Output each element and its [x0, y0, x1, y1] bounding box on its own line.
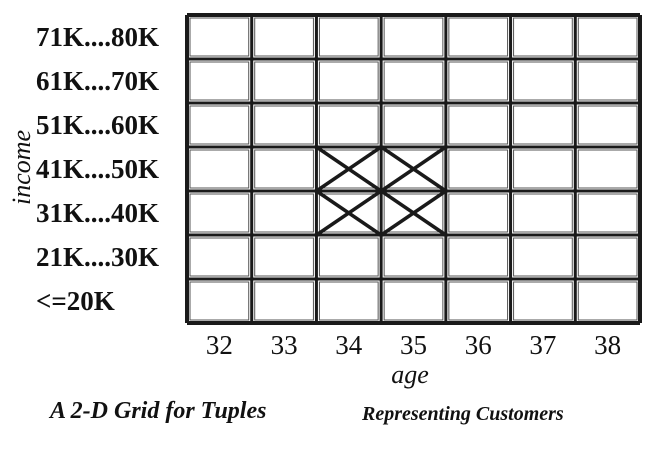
- marked-cell-cross: [380, 189, 447, 237]
- grid-cell: [383, 237, 444, 277]
- age-label: 37: [529, 330, 557, 360]
- income-range-label: 21K....30K: [36, 242, 160, 272]
- age-label: 38: [594, 330, 622, 360]
- marked-cell-cross: [315, 189, 383, 237]
- grid-cell: [448, 105, 509, 145]
- grid-cell: [189, 281, 250, 321]
- grid-cell: [189, 237, 250, 277]
- grid-cell: [577, 149, 638, 189]
- income-range-label: 31K....40K: [36, 198, 160, 228]
- income-range-label: <=20K: [36, 286, 115, 316]
- grid-cell: [318, 61, 379, 101]
- age-label: 32: [205, 330, 233, 360]
- age-label: 35: [400, 330, 427, 360]
- grid-cell: [254, 61, 314, 101]
- grid-cell: [189, 149, 250, 189]
- x-axis-label: age: [391, 360, 429, 389]
- grid-cell: [318, 105, 379, 145]
- grid-cell: [254, 237, 314, 277]
- grid-cell: [577, 237, 638, 277]
- age-label: 34: [335, 330, 363, 360]
- grid-cell: [318, 281, 379, 321]
- grid-cell: [577, 193, 638, 233]
- grid-cell: [577, 281, 638, 321]
- caption-title: A 2-D Grid for Tuples: [50, 398, 267, 424]
- grid-cell: [254, 281, 314, 321]
- grid-cell: [254, 193, 314, 233]
- grid-cell: [318, 17, 379, 57]
- grid-cell: [513, 17, 573, 57]
- grid-cell: [513, 193, 573, 233]
- grid-cell: [189, 105, 250, 145]
- grid-cell: [448, 193, 509, 233]
- grid-cell: [383, 17, 444, 57]
- grid-cell: [577, 105, 638, 145]
- grid-cell: [577, 61, 638, 101]
- grid-cell: [513, 149, 573, 189]
- y-axis-label: income: [7, 129, 36, 205]
- grid-cell: [448, 61, 509, 101]
- grid-cell: [448, 17, 509, 57]
- grid-cell: [383, 61, 444, 101]
- income-range-label: 61K....70K: [36, 66, 160, 96]
- age-label: 33: [270, 330, 298, 360]
- grid-cell: [513, 237, 573, 277]
- grid-cell: [318, 237, 379, 277]
- income-range-label: 51K....60K: [36, 110, 160, 140]
- grid-cell: [577, 17, 638, 57]
- marked-cell-cross: [380, 145, 447, 193]
- grid-cell: [383, 281, 444, 321]
- grid-cell: [448, 149, 509, 189]
- grid-cell: [513, 61, 573, 101]
- grid-cell: [189, 17, 250, 57]
- grid-cell: [448, 237, 509, 277]
- age-label: 36: [464, 330, 492, 360]
- grid-cell: [513, 281, 573, 321]
- marked-cell-cross: [315, 145, 383, 193]
- grid-cell: [254, 17, 314, 57]
- grid-cell: [383, 105, 444, 145]
- grid-cell: [189, 61, 250, 101]
- grid-cell: [448, 281, 509, 321]
- caption-subtitle: Representing Customers: [362, 403, 564, 425]
- grid-cell: [513, 105, 573, 145]
- grid-cell: [254, 149, 314, 189]
- grid-cell: [189, 193, 250, 233]
- grid-cell: [254, 105, 314, 145]
- income-range-label: 71K....80K: [36, 22, 160, 52]
- income-range-label: 41K....50K: [36, 154, 160, 184]
